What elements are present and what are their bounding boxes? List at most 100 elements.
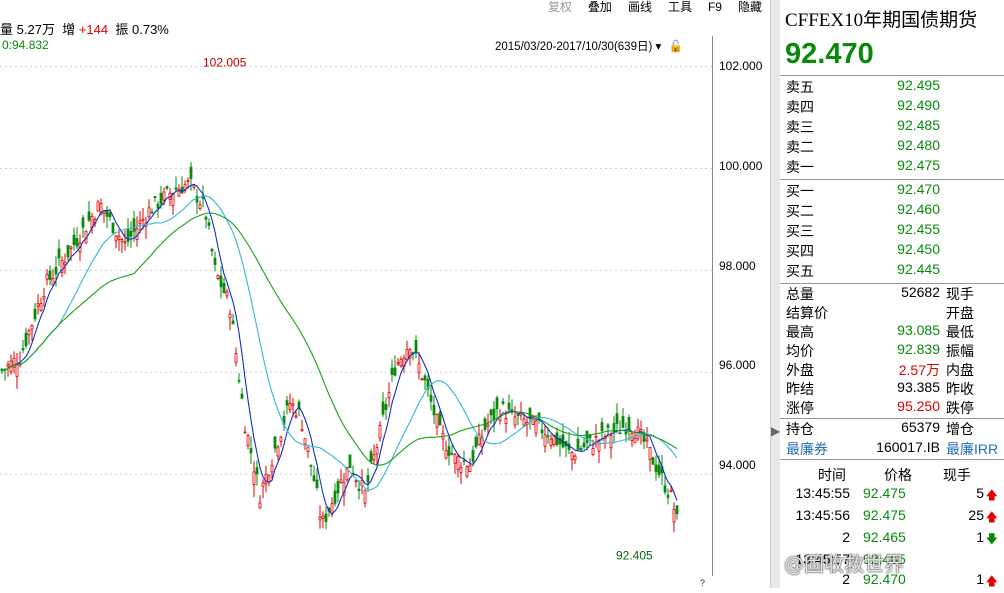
bid-row[interactable]: 买三 92.455 bbox=[786, 221, 940, 239]
candle-body bbox=[390, 367, 394, 375]
candle-body bbox=[105, 209, 109, 217]
candle-body bbox=[21, 348, 25, 351]
kline-chart[interactable]: 102.005 92.405 bbox=[0, 36, 712, 576]
toolbar-overlay[interactable]: 叠加 bbox=[587, 0, 612, 14]
holding-row: 持仓 65379 增仓 bbox=[786, 419, 974, 437]
candle-body bbox=[366, 475, 370, 483]
candle-body bbox=[645, 438, 649, 442]
candle-body bbox=[657, 464, 661, 476]
ma-line-short bbox=[1, 183, 678, 515]
candle-body bbox=[591, 448, 595, 456]
candle-body bbox=[192, 184, 196, 188]
candle-body bbox=[471, 449, 475, 463]
bid-row[interactable]: 买一 92.470 bbox=[786, 181, 940, 199]
ask-row[interactable]: 卖二 92.480 bbox=[786, 137, 940, 155]
ask-row[interactable]: 卖四 92.490 bbox=[786, 97, 940, 115]
date-range-selector[interactable]: 2015/03/20-2017/10/30(639日) ▾ 🔓 bbox=[495, 41, 683, 53]
collapse-arrow-icon[interactable]: ▶ bbox=[771, 424, 781, 438]
candle-body bbox=[621, 416, 625, 428]
y-tick-label: 100.000 bbox=[719, 159, 763, 173]
stat-row: 总量 52682 现手 bbox=[786, 284, 974, 302]
cheapest-bond-row[interactable]: 最廉券 160017.IB 最廉IRR bbox=[786, 439, 999, 457]
candle-body bbox=[225, 291, 229, 297]
y-tick-label: 96.000 bbox=[719, 358, 756, 372]
candle-body bbox=[348, 454, 352, 468]
candle-body bbox=[432, 404, 436, 416]
ask-row[interactable]: 卖五 92.495 bbox=[786, 77, 940, 95]
ask-row[interactable]: 卖三 92.485 bbox=[786, 117, 940, 135]
toolbar-tools[interactable]: 工具 bbox=[667, 0, 692, 14]
ticks-header-qty: 现手 bbox=[943, 467, 971, 483]
dropdown-arrow-icon[interactable]: ▾ bbox=[655, 41, 662, 53]
candle-body bbox=[60, 260, 64, 273]
candle-body bbox=[618, 432, 622, 435]
candle-body bbox=[243, 431, 247, 434]
chart-toolbar: 复权 叠加 画线 工具 F9 隐藏 bbox=[540, 0, 770, 16]
candle-body bbox=[114, 235, 118, 242]
contract-title: CFFEX10年期国债期货 bbox=[785, 10, 978, 31]
candle-body bbox=[147, 207, 151, 218]
candle-body bbox=[51, 278, 55, 286]
y-tick-label: 94.000 bbox=[719, 458, 756, 472]
candle-body bbox=[264, 474, 268, 484]
kline-chart-svg: 102.005 92.405 bbox=[0, 56, 712, 562]
ma-value-label: 0:94.832 bbox=[2, 38, 49, 52]
candle-body bbox=[675, 505, 679, 514]
candle-body bbox=[204, 216, 208, 220]
candle-body bbox=[435, 414, 439, 428]
candle-body bbox=[378, 424, 382, 439]
candle-body bbox=[12, 358, 16, 368]
toolbar-draw-line[interactable]: 画线 bbox=[627, 0, 652, 14]
bid-row[interactable]: 买二 92.460 bbox=[786, 201, 940, 219]
candle-body bbox=[372, 454, 376, 461]
candle-body bbox=[522, 418, 526, 426]
toolbar-f9[interactable]: F9 bbox=[707, 0, 722, 14]
candle-body bbox=[318, 516, 322, 521]
candle-body bbox=[546, 435, 550, 438]
candle-body bbox=[324, 513, 328, 522]
candle-body bbox=[294, 415, 298, 418]
candle-body bbox=[24, 332, 28, 347]
candle-body bbox=[648, 447, 652, 460]
help-icon[interactable]: ? bbox=[700, 578, 706, 588]
candle-body bbox=[549, 438, 553, 446]
high-annotation: 102.005 bbox=[203, 56, 247, 70]
candle-body bbox=[579, 448, 583, 451]
candle-body bbox=[375, 447, 379, 455]
candle-body bbox=[534, 420, 538, 434]
bid-row[interactable]: 买四 92.450 bbox=[786, 241, 940, 259]
panel-divider[interactable] bbox=[770, 0, 781, 588]
candle-body bbox=[177, 188, 181, 197]
candle-body bbox=[495, 397, 499, 410]
stat-row: 结算价 开盘 bbox=[786, 305, 974, 321]
lock-icon[interactable]: 🔓 bbox=[668, 41, 683, 53]
toolbar-restore-rights[interactable]: 复权 bbox=[547, 0, 572, 14]
y-tick-label: 102.000 bbox=[719, 59, 763, 73]
bid-row[interactable]: 买五 92.445 bbox=[786, 261, 940, 279]
candle-body bbox=[153, 196, 157, 198]
candle-body bbox=[381, 401, 385, 415]
candle-body bbox=[15, 364, 19, 377]
candle-body bbox=[132, 218, 136, 232]
candle-body bbox=[573, 455, 577, 461]
candle-body bbox=[420, 378, 424, 381]
candle-body bbox=[582, 442, 586, 448]
candle-body bbox=[429, 394, 433, 402]
up-arrow-icon: 🡅 bbox=[985, 510, 998, 524]
ask-row[interactable]: 卖一 92.475 bbox=[786, 157, 940, 175]
candle-body bbox=[285, 400, 289, 406]
ticks-header-price: 价格 bbox=[884, 467, 912, 483]
candle-body bbox=[612, 423, 616, 433]
candle-body bbox=[336, 481, 340, 494]
toolbar-hide[interactable]: 隐藏 bbox=[737, 0, 762, 14]
y-tick-label: 98.000 bbox=[719, 259, 756, 273]
candle-body bbox=[39, 303, 43, 311]
candle-body bbox=[156, 203, 160, 209]
candle-body bbox=[597, 439, 601, 452]
candle-body bbox=[213, 257, 217, 265]
down-arrow-icon: 🡇 bbox=[985, 532, 998, 546]
candle-body bbox=[543, 434, 547, 447]
candle-body bbox=[465, 466, 469, 477]
candle-body bbox=[321, 515, 325, 519]
candle-body bbox=[27, 330, 31, 336]
